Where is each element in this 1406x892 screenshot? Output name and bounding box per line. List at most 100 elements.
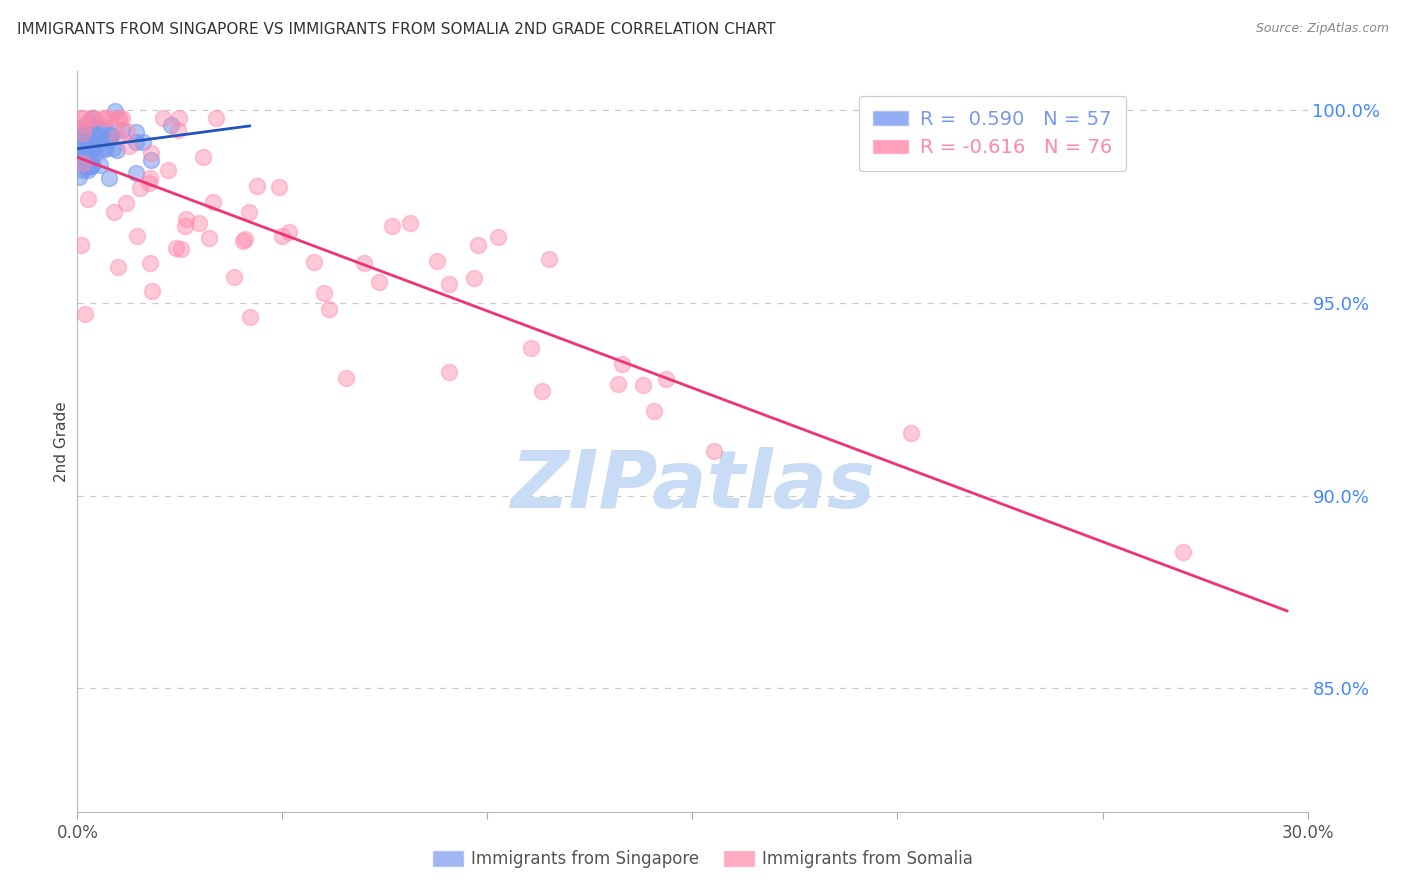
Point — [463, 270, 485, 285]
Point — [73, 124, 96, 138]
Point — [197, 231, 219, 245]
Point — [103, 204, 125, 219]
Point — [232, 235, 254, 249]
Point — [531, 384, 554, 399]
Point — [118, 139, 141, 153]
Point — [312, 286, 335, 301]
Point — [69, 136, 91, 151]
Point — [82, 111, 104, 125]
Point — [89, 158, 111, 172]
Point — [84, 146, 107, 161]
Point — [105, 129, 128, 144]
Point — [80, 159, 103, 173]
Point — [152, 111, 174, 125]
Point — [82, 111, 104, 125]
Point — [302, 255, 325, 269]
Point — [486, 230, 509, 244]
Point — [107, 260, 129, 275]
Point — [160, 118, 183, 132]
Point — [270, 228, 292, 243]
Point — [111, 111, 134, 125]
Point — [67, 153, 90, 167]
Point — [94, 142, 117, 156]
Point — [318, 301, 340, 316]
Point — [643, 404, 665, 418]
Point — [73, 111, 96, 125]
Point — [77, 115, 100, 129]
Point — [267, 180, 290, 194]
Point — [125, 229, 148, 244]
Point — [87, 120, 110, 135]
Point — [80, 129, 103, 144]
Point — [204, 111, 226, 125]
Point — [233, 232, 256, 246]
Point — [82, 157, 104, 171]
Point — [79, 140, 101, 154]
Point — [139, 145, 162, 160]
Point — [91, 142, 114, 156]
Point — [1171, 545, 1194, 559]
Point — [335, 371, 357, 385]
Y-axis label: 2nd Grade: 2nd Grade — [53, 401, 69, 482]
Point — [381, 219, 404, 233]
Point — [98, 111, 121, 125]
Point — [105, 143, 128, 157]
Point — [125, 125, 148, 139]
Point — [67, 141, 90, 155]
Point — [124, 135, 146, 149]
Point — [79, 160, 101, 174]
Point — [115, 124, 138, 138]
Point — [138, 256, 160, 270]
Point — [75, 150, 97, 164]
Point — [188, 216, 211, 230]
Point — [67, 140, 90, 154]
Point — [191, 150, 214, 164]
Point — [108, 112, 131, 127]
Point — [93, 120, 115, 134]
Point — [77, 163, 100, 178]
Point — [67, 148, 90, 162]
Point — [73, 119, 96, 133]
Point — [75, 308, 97, 322]
Text: ZIPatlas: ZIPatlas — [510, 447, 875, 525]
Point — [73, 133, 96, 147]
Point — [353, 256, 375, 270]
Point — [93, 124, 115, 138]
Point — [128, 181, 150, 195]
Point — [97, 133, 120, 147]
Point — [103, 141, 125, 155]
Point — [238, 204, 260, 219]
Point — [83, 127, 105, 141]
Point — [70, 126, 93, 140]
Point — [239, 310, 262, 324]
Point — [75, 160, 97, 174]
Point — [633, 378, 655, 392]
Point — [141, 284, 163, 298]
Point — [399, 216, 422, 230]
Point — [612, 357, 634, 371]
Point — [86, 136, 108, 151]
Point — [439, 277, 461, 292]
Point — [83, 141, 105, 155]
Point — [173, 219, 195, 234]
Point — [139, 153, 162, 167]
Text: IMMIGRANTS FROM SINGAPORE VS IMMIGRANTS FROM SOMALIA 2ND GRADE CORRELATION CHART: IMMIGRANTS FROM SINGAPORE VS IMMIGRANTS … — [17, 22, 775, 37]
Point — [607, 376, 630, 391]
Point — [76, 139, 98, 153]
Point — [86, 128, 108, 143]
Point — [139, 171, 162, 186]
Point — [138, 176, 160, 190]
Point — [72, 149, 94, 163]
Legend: Immigrants from Singapore, Immigrants from Somalia: Immigrants from Singapore, Immigrants fr… — [426, 844, 980, 875]
Point — [77, 119, 100, 133]
Point — [201, 195, 224, 210]
Point — [72, 163, 94, 178]
Point — [72, 126, 94, 140]
Point — [77, 153, 100, 167]
Point — [167, 111, 190, 125]
Legend: R =  0.590   N = 57, R = -0.616   N = 76: R = 0.590 N = 57, R = -0.616 N = 76 — [859, 95, 1126, 171]
Point — [114, 196, 136, 211]
Point — [703, 443, 725, 458]
Point — [538, 252, 561, 266]
Point — [83, 111, 105, 125]
